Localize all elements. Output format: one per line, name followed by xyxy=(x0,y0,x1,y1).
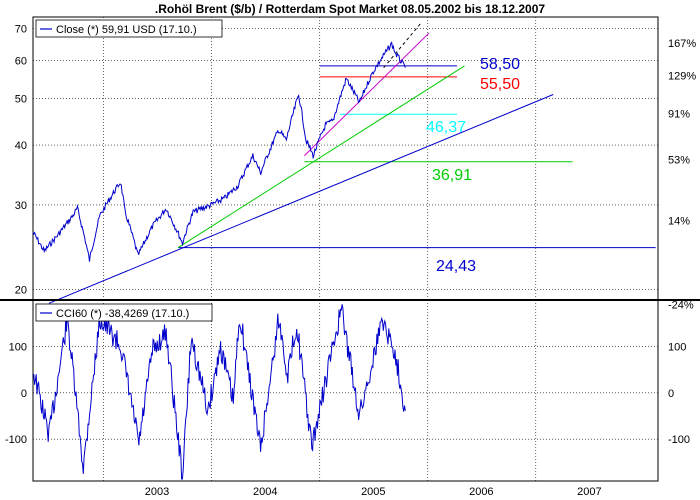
legend-box xyxy=(35,303,213,322)
y-tick-label: 100 xyxy=(9,341,27,353)
price-series-line xyxy=(32,41,406,262)
y-tick-label-right: 53% xyxy=(668,154,690,166)
legend-label: Close (*) 59,91 USD (17.10.) xyxy=(56,24,197,36)
y-tick-label-right: -100 xyxy=(668,434,690,446)
level-label: 46,37 xyxy=(426,119,466,136)
y-tick-label: 40 xyxy=(15,140,27,152)
y-tick-label-right: 100 xyxy=(668,341,686,353)
y-tick-label-right: 0 xyxy=(668,388,674,400)
x-tick-label: 2004 xyxy=(253,486,277,498)
x-tick-label: 2003 xyxy=(145,486,169,498)
x-tick-label: 2007 xyxy=(577,486,601,498)
level-label: 36,91 xyxy=(432,167,472,184)
y-tick-label: 50 xyxy=(15,94,27,106)
cci-panel: 100 100 0 0 -100 -100 CCI60 (*) -38,4269 (17.1… xyxy=(5,299,690,482)
y-tick-label-right: -24% xyxy=(668,299,694,311)
x-tick-label: 2006 xyxy=(469,486,493,498)
y-tick-label: -100 xyxy=(5,434,27,446)
trendline xyxy=(48,94,554,304)
y-tick-label-right: 167% xyxy=(668,38,696,50)
y-tick-label: 30 xyxy=(15,200,27,212)
y-tick-label: 70 xyxy=(15,24,27,36)
level-label: 55,50 xyxy=(480,76,520,93)
level-label: 24,43 xyxy=(436,258,476,275)
y-tick-label: 20 xyxy=(15,284,27,296)
legend-box xyxy=(35,19,223,38)
level-label: 58,50 xyxy=(480,56,520,73)
price-panel: 20 30 40 50 60 70 167% 129% 91% 53% 14% -24% 58,50 55… xyxy=(15,16,696,311)
y-tick-label-right: 129% xyxy=(668,70,696,82)
x-tick-label: 2005 xyxy=(361,486,385,498)
y-tick-label: 60 xyxy=(15,56,27,68)
price-panel-frame xyxy=(32,16,659,301)
trendline xyxy=(304,32,430,157)
legend-label: CCI60 (*) -38,4269 (17.10.) xyxy=(56,308,189,320)
trendline xyxy=(383,22,422,69)
y-tick-label-right: 91% xyxy=(668,108,690,120)
trendline xyxy=(177,65,465,249)
cci-panel-frame xyxy=(32,299,659,482)
y-tick-label: 0 xyxy=(21,388,27,400)
chart-title: .Rohöl Brent ($/b) / Rotterdam Spot Mark… xyxy=(155,2,545,16)
y-tick-label-right: 14% xyxy=(668,215,690,227)
cci-series-line xyxy=(32,304,406,480)
